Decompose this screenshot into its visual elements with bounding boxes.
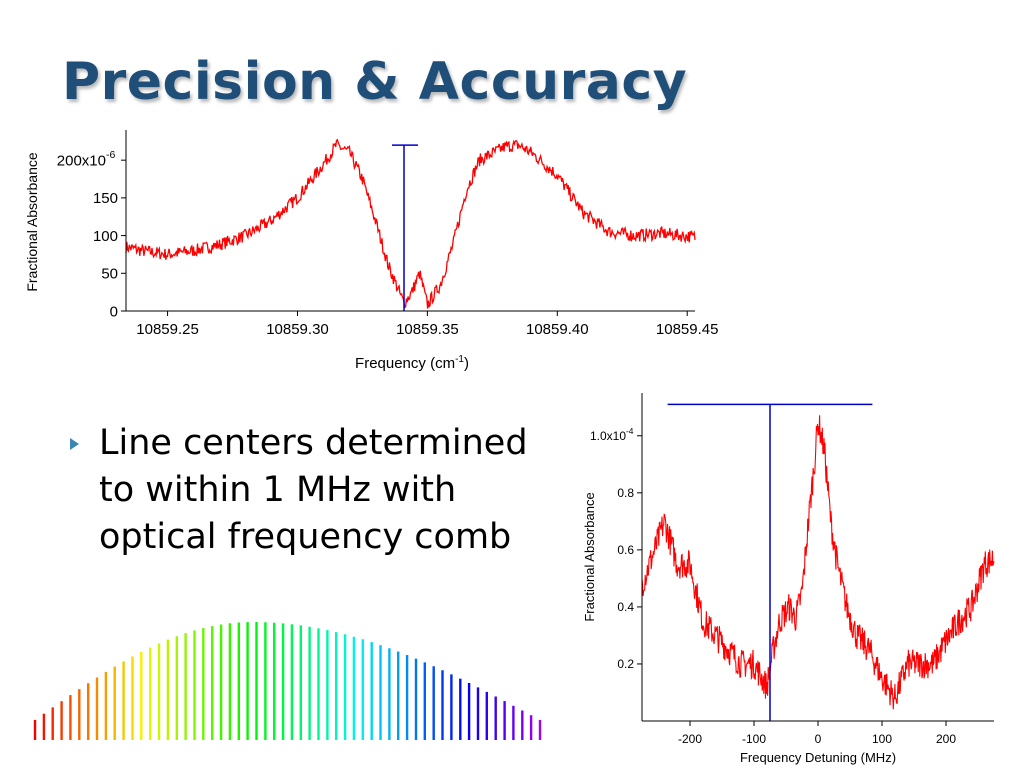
chart1-xlabel: Frequency (cm-1) bbox=[355, 354, 469, 372]
y-tick-label: 1.0x10 bbox=[590, 429, 626, 443]
bullet-text: Line centers determined to within 1 MHz … bbox=[99, 423, 528, 557]
y-tick-label: 150 bbox=[93, 190, 118, 207]
x-tick-label: 10859.30 bbox=[266, 321, 329, 338]
y-tick-label: 200x10 bbox=[57, 152, 106, 169]
x-tick-label: 200 bbox=[936, 732, 956, 746]
bullet-point: Line centers determined to within 1 MHz … bbox=[70, 420, 540, 561]
y-tick-label: 100 bbox=[93, 228, 118, 245]
y-tick-exponent: -4 bbox=[626, 426, 634, 436]
chart1-ylabel: Fractional Absorbance bbox=[24, 152, 40, 292]
chart2-ylabel: Fractional Absorbance bbox=[582, 492, 597, 621]
y-tick-label: 0.4 bbox=[617, 600, 634, 614]
x-tick-label: -100 bbox=[742, 732, 766, 746]
x-tick-label: 10859.35 bbox=[396, 321, 459, 338]
y-tick-label: 0.8 bbox=[617, 486, 634, 500]
series-line bbox=[641, 415, 995, 710]
y-tick-label: 0.2 bbox=[617, 657, 634, 671]
y-tick-label: 50 bbox=[101, 266, 118, 283]
x-tick-label: 100 bbox=[872, 732, 892, 746]
y-tick-label: 0 bbox=[110, 303, 118, 320]
y-tick-exponent: -6 bbox=[106, 149, 115, 161]
chart2-xlabel: Frequency Detuning (MHz) bbox=[740, 750, 896, 765]
series-line bbox=[125, 138, 696, 309]
x-tick-label: 10859.40 bbox=[526, 321, 589, 338]
x-tick-label: 10859.25 bbox=[136, 321, 199, 338]
triangle-right-icon bbox=[70, 438, 79, 450]
y-tick-label: 0.6 bbox=[617, 543, 634, 557]
x-tick-label: 10859.45 bbox=[656, 321, 719, 338]
x-tick-label: -200 bbox=[678, 732, 702, 746]
x-tick-label: 0 bbox=[815, 732, 822, 746]
slide-title: Precision & Accuracy bbox=[62, 52, 688, 112]
